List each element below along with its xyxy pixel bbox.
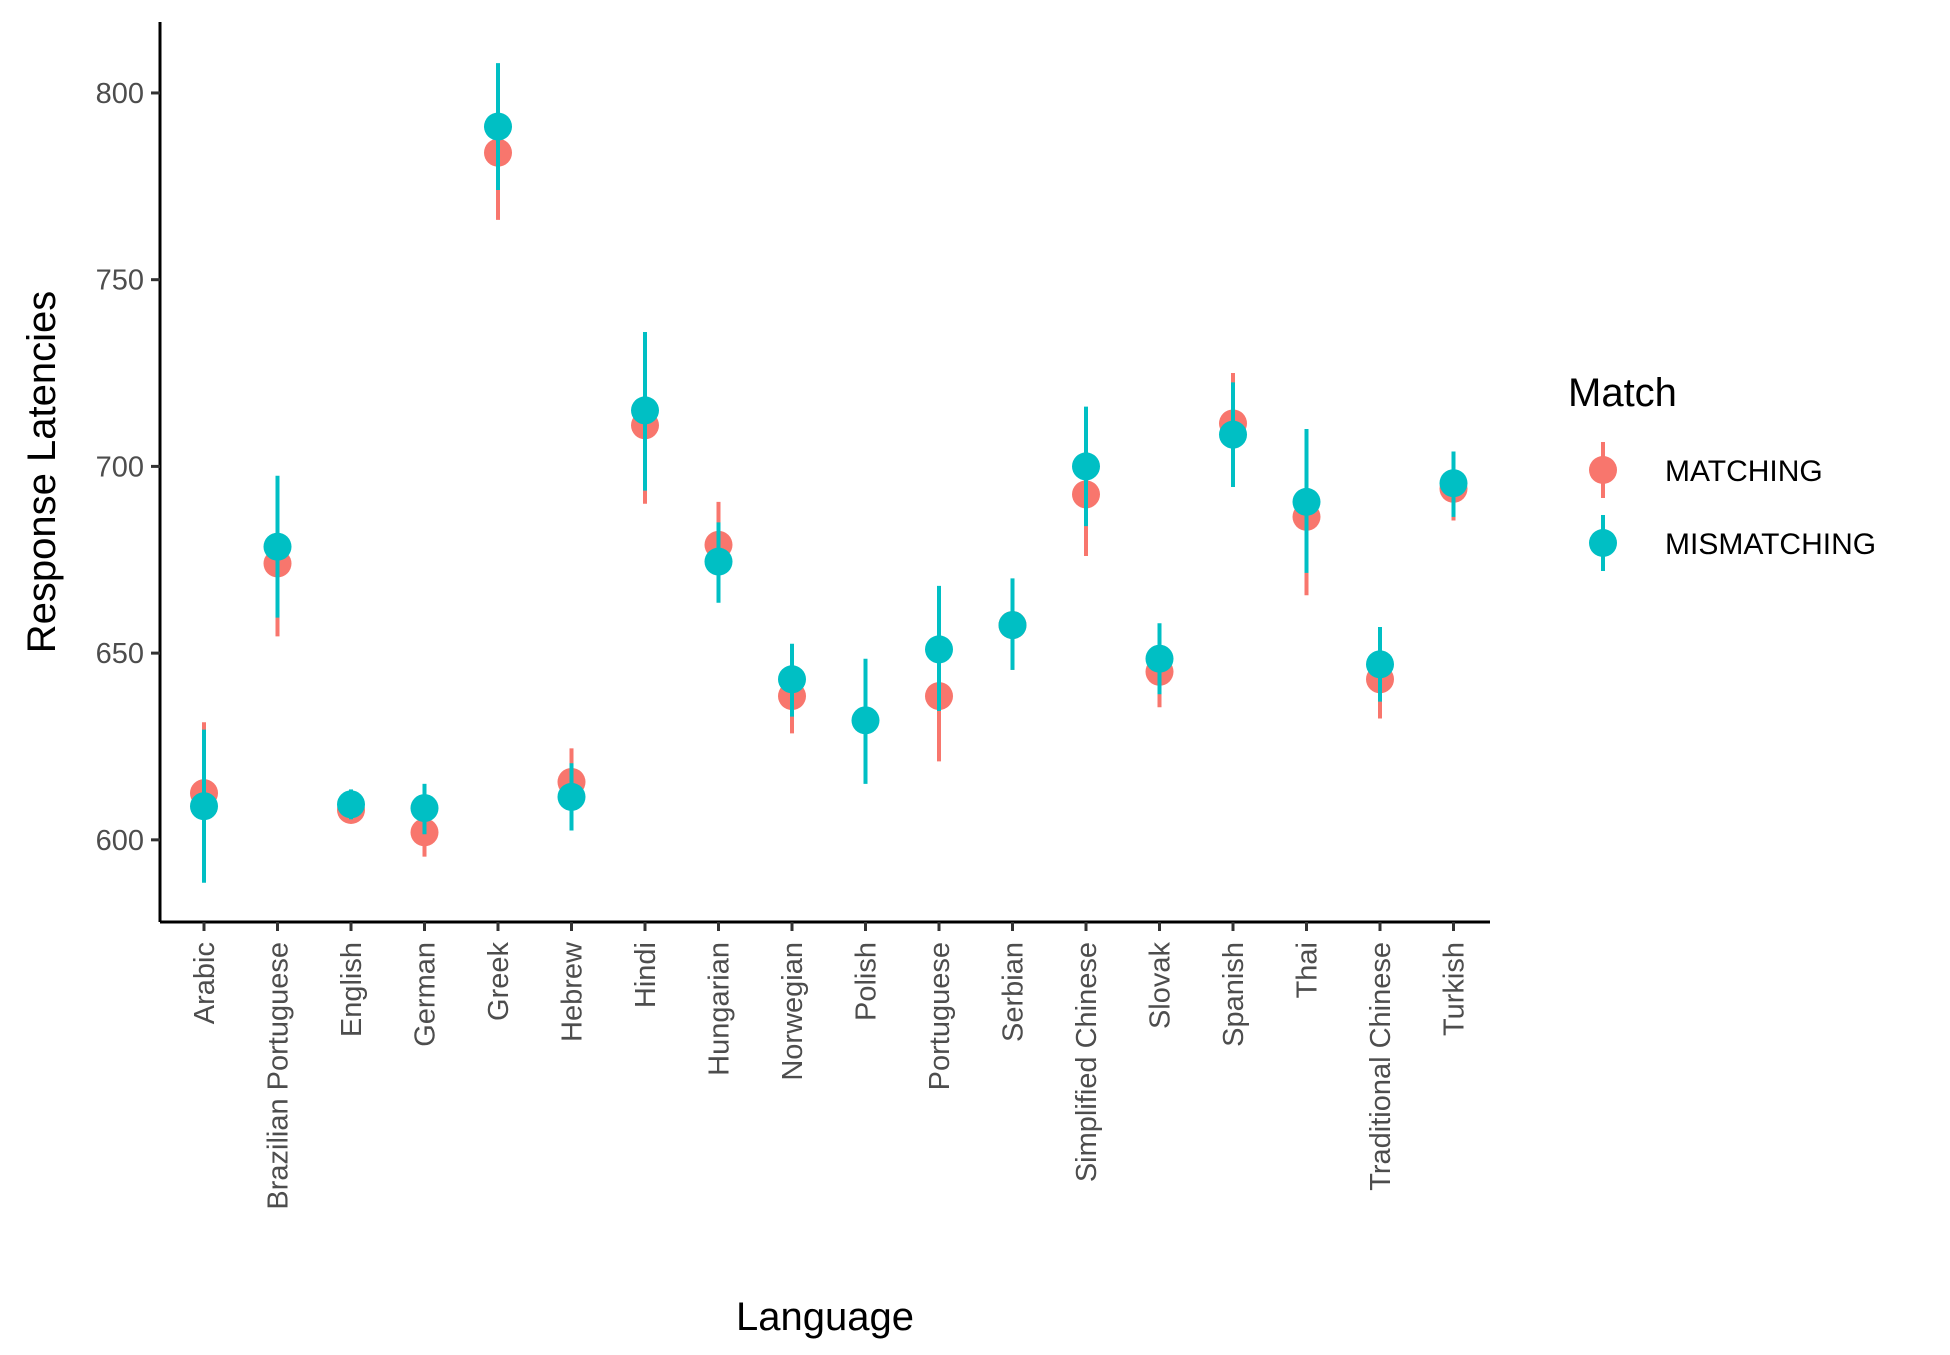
x-tick-label: Norwegian <box>777 942 809 1081</box>
legend-title: Match <box>1568 371 1677 415</box>
y-tick-label: 800 <box>96 78 144 110</box>
x-tick-label: German <box>410 942 442 1047</box>
series-matching <box>190 85 1468 857</box>
y-axis-title: Response Latencies <box>20 291 64 653</box>
x-tick-label: Spanish <box>1218 942 1250 1047</box>
data-point <box>484 112 512 141</box>
y-tick-label: 650 <box>96 638 144 670</box>
x-tick-label: Greek <box>483 942 515 1021</box>
legend: Match MATCHING MISMATCHING <box>1568 371 1876 571</box>
x-tick-label: Serbian <box>998 942 1030 1042</box>
x-tick-label: Brazilian Portuguese <box>263 942 295 1210</box>
x-axis-title: Language <box>736 1295 914 1339</box>
data-point <box>557 782 586 811</box>
legend-item-mismatching: MISMATCHING <box>1589 515 1876 571</box>
data-point <box>1439 469 1468 498</box>
data-point <box>925 635 953 664</box>
x-tick-label: Thai <box>1292 942 1324 998</box>
data-point <box>1219 420 1247 449</box>
data-point <box>410 794 439 823</box>
data-point <box>778 665 806 694</box>
data-point <box>1292 487 1321 516</box>
legend-label: MATCHING <box>1665 455 1823 488</box>
x-tick-label: Simplified Chinese <box>1071 942 1103 1182</box>
plot-area <box>190 63 1468 883</box>
x-tick-label: Polish <box>851 942 883 1021</box>
series-mismatching <box>190 63 1468 883</box>
y-tick-label: 700 <box>96 451 144 483</box>
data-point <box>998 611 1027 640</box>
data-point <box>1145 644 1174 673</box>
x-tick-label: Hungarian <box>704 942 736 1076</box>
x-tick-label: Hindi <box>630 942 662 1008</box>
y-axis-ticks: 600 650 700 750 800 <box>96 78 160 857</box>
data-point <box>1072 452 1100 481</box>
data-point <box>1366 650 1394 679</box>
legend-key-point <box>1589 456 1617 484</box>
legend-key-point <box>1589 529 1617 557</box>
x-tick-label: Portuguese <box>924 942 956 1090</box>
x-tick-label: Slovak <box>1145 942 1177 1030</box>
data-point <box>337 790 365 819</box>
data-point <box>704 547 733 576</box>
x-tick-label: English <box>336 942 368 1037</box>
legend-label: MISMATCHING <box>1665 528 1876 561</box>
legend-item-matching: MATCHING <box>1589 442 1823 498</box>
x-tick-label: Arabic <box>189 942 221 1024</box>
data-point <box>631 396 659 425</box>
y-tick-label: 750 <box>96 265 144 297</box>
x-tick-label: Traditional Chinese <box>1365 942 1397 1191</box>
x-axis-ticks: Arabic Brazilian Portuguese English German G… <box>189 922 1471 1210</box>
y-tick-label: 600 <box>96 825 144 857</box>
axes <box>158 22 1490 924</box>
x-tick-label: Hebrew <box>557 941 589 1042</box>
data-point <box>851 706 880 735</box>
x-tick-label: Turkish <box>1439 942 1471 1036</box>
data-point <box>263 532 292 561</box>
data-point <box>190 792 218 821</box>
